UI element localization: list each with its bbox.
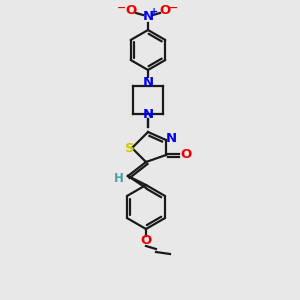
Text: −: − — [117, 3, 127, 13]
Text: −: − — [169, 3, 179, 13]
Text: N: N — [142, 76, 154, 88]
Text: O: O — [159, 4, 171, 17]
Text: O: O — [140, 235, 152, 248]
Text: O: O — [180, 148, 192, 161]
Text: N: N — [165, 133, 177, 146]
Text: O: O — [125, 4, 136, 17]
Text: H: H — [114, 172, 124, 184]
Text: N: N — [142, 11, 154, 23]
Text: +: + — [150, 7, 158, 17]
Text: N: N — [142, 107, 154, 121]
Text: S: S — [125, 142, 135, 154]
